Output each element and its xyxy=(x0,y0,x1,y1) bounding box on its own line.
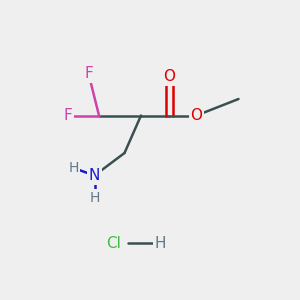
Text: F: F xyxy=(84,66,93,81)
Text: N: N xyxy=(89,168,100,183)
Text: F: F xyxy=(63,108,72,123)
Text: O: O xyxy=(190,108,202,123)
Text: H: H xyxy=(155,236,166,250)
Text: Cl: Cl xyxy=(106,236,122,250)
Text: O: O xyxy=(164,69,175,84)
Text: H: H xyxy=(89,191,100,205)
Text: H: H xyxy=(68,161,79,175)
